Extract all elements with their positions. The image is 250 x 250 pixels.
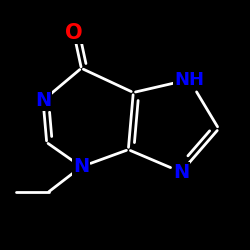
Text: N: N xyxy=(35,91,51,110)
Text: O: O xyxy=(65,23,83,43)
Text: NH: NH xyxy=(174,70,204,88)
Text: N: N xyxy=(173,162,189,182)
Text: N: N xyxy=(73,157,90,176)
